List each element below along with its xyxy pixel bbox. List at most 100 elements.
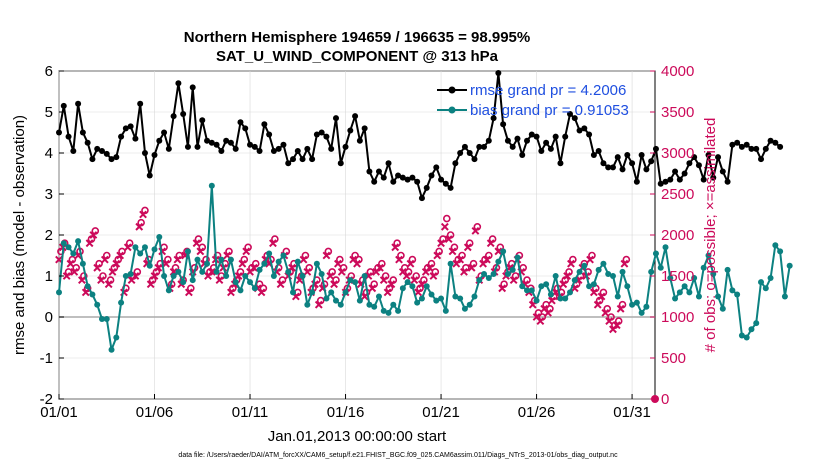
- obs-assimilated-point: [406, 259, 415, 268]
- bias-point: [590, 281, 597, 288]
- bias-point: [672, 295, 679, 302]
- rmse-point: [476, 143, 483, 150]
- rmse-point: [290, 156, 297, 163]
- obs-possible-point: [72, 263, 80, 272]
- rmse-point: [65, 133, 72, 140]
- rmse-point: [122, 125, 129, 132]
- rmse-point: [161, 129, 168, 136]
- bias-point: [122, 273, 129, 279]
- obs-possible-point: [511, 272, 520, 280]
- rmse-point: [719, 168, 726, 175]
- rmse-point: [213, 141, 220, 148]
- obs-possible-point: [91, 227, 100, 235]
- y-tick-right-label: 1500: [661, 268, 694, 285]
- legend-rmse-marker: [448, 86, 456, 94]
- bias-point: [547, 291, 554, 298]
- bias-point: [652, 250, 659, 257]
- bias-point: [70, 250, 77, 257]
- bias-point: [251, 285, 258, 292]
- obs-possible-point: [603, 304, 612, 313]
- rmse-point: [395, 172, 402, 179]
- obs-assimilated-point: [146, 280, 155, 289]
- rmse-point: [533, 133, 540, 140]
- obs-possible-point: [561, 276, 570, 284]
- rmse-point: [538, 147, 545, 154]
- y-axis-left-label: rmse and bias (model - observation): [11, 115, 28, 355]
- bias-point: [375, 293, 382, 300]
- bias-point: [323, 295, 330, 302]
- obs-assimilated-point: [387, 280, 396, 289]
- rmse-point: [356, 137, 363, 144]
- bias-point: [509, 266, 516, 273]
- rmse-point: [609, 164, 616, 171]
- obs-assimilated-point: [498, 284, 507, 293]
- bias-point: [223, 273, 230, 279]
- obs-assimilated-point: [463, 243, 472, 252]
- bias-point: [146, 262, 153, 269]
- bias-point: [56, 289, 62, 296]
- rmse-point: [156, 137, 163, 144]
- rmse-point: [261, 121, 268, 128]
- obs-possible-point: [316, 296, 325, 305]
- obs-assimilated-point: [257, 288, 266, 297]
- legend-bias-marker: [448, 106, 456, 114]
- bias-point: [619, 268, 626, 275]
- bias-point: [657, 264, 664, 271]
- rmse-point: [691, 154, 698, 161]
- legend-bias-label: bias grand pr = 0.91053: [470, 102, 629, 119]
- bias-point: [275, 258, 282, 265]
- rmse-point: [557, 160, 564, 167]
- obs-possible-point: [198, 243, 207, 252]
- obs-assimilated-point: [108, 267, 117, 276]
- bias-point: [662, 244, 669, 251]
- obs-possible-point: [99, 272, 107, 280]
- bias-point: [638, 309, 645, 316]
- obs-possible-point: [152, 268, 161, 276]
- obs-possible-point: [164, 255, 172, 264]
- bias-point: [447, 260, 454, 267]
- bias-point: [648, 268, 655, 275]
- rmse-point: [332, 115, 339, 122]
- obs-possible-point: [271, 235, 279, 243]
- obs-possible-point: [213, 251, 222, 260]
- obs-possible-point: [229, 284, 237, 293]
- rmse-point: [447, 184, 454, 191]
- rmse-point: [624, 152, 631, 159]
- data-file-footnote: data file: /Users/raeder/DAI/ATM_forcXX/…: [178, 452, 618, 459]
- rmse-point: [590, 152, 597, 159]
- obs-possible-point: [408, 255, 417, 264]
- bias-point: [729, 287, 736, 294]
- rmse-point: [652, 145, 659, 152]
- obs-assimilated-point: [207, 267, 216, 276]
- obs-possible-point: [370, 280, 378, 289]
- bias-point: [581, 262, 588, 269]
- obs-possible-point: [194, 235, 203, 243]
- obs-assimilated-point: [104, 280, 113, 289]
- bias-point: [514, 254, 521, 261]
- obs-possible-point: [416, 284, 424, 293]
- chart-title-line2: SAT_U_WIND_COMPONENT @ 313 hPa: [216, 48, 499, 65]
- rmse-point: [323, 133, 330, 140]
- rmse-point: [318, 129, 325, 136]
- obs-assimilated-point: [395, 255, 403, 264]
- rmse-point: [466, 150, 473, 156]
- rmse-point: [132, 135, 139, 142]
- obs-possible-point: [374, 263, 382, 272]
- y-tick-left-label: 4: [45, 145, 53, 162]
- x-tick-label: 01/16: [327, 404, 365, 421]
- obs-assimilated-point: [326, 272, 335, 280]
- obs-possible-point: [496, 243, 505, 252]
- rmse-point: [772, 139, 779, 146]
- rmse-series: [56, 70, 784, 202]
- rmse-point: [151, 152, 158, 159]
- obs-possible-point: [397, 251, 405, 260]
- obs-possible-point: [324, 247, 333, 256]
- y-tick-left-label: 2: [45, 227, 53, 244]
- rmse-point: [204, 137, 211, 144]
- rmse-point: [576, 127, 583, 134]
- obs-assimilated-point: [456, 255, 465, 264]
- obs-assimilated-point: [112, 259, 121, 268]
- legend-rmse-label: rmse grand pr = 4.2006: [470, 82, 626, 99]
- rmse-point: [461, 143, 468, 150]
- obs-possible-point: [328, 268, 336, 276]
